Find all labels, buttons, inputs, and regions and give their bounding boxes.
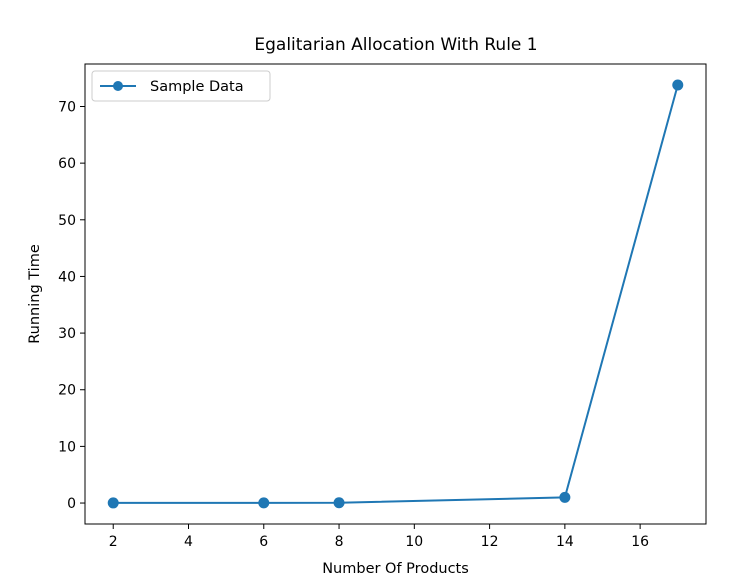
y-tick-label: 50 [58,213,76,229]
x-axis-label: Number Of Products [322,561,469,577]
x-tick-label: 8 [335,534,344,550]
data-point [258,497,270,509]
legend-marker-swatch [113,81,123,91]
axes-frame [84,63,707,525]
chart-title: Egalitarian Allocation With Rule 1 [254,35,537,55]
y-tick-label: 20 [58,383,76,399]
y-axis-label: Running Time [27,244,43,344]
x-tick-label: 16 [631,534,649,550]
y-axis: 0 10 20 30 40 50 60 70 [58,99,85,512]
legend-box [91,70,271,102]
y-tick-label: 40 [58,269,76,285]
x-tick-label: 6 [259,534,268,550]
legend-label: Sample Data [150,79,244,95]
legend: Sample Data [91,70,271,102]
x-tick-label: 12 [481,534,499,550]
y-tick-label: 70 [58,99,76,115]
data-point [672,79,684,91]
x-tick-label: 14 [556,534,574,550]
y-tick-label: 0 [67,496,76,512]
x-tick-label: 4 [184,534,193,550]
data-point [107,497,119,509]
data-point [333,497,345,509]
series-line [113,84,679,504]
y-tick-label: 60 [58,156,76,172]
x-tick-label: 10 [405,534,423,550]
y-tick-label: 10 [58,439,76,455]
data-point [559,491,571,503]
x-axis: 2 4 6 8 10 12 14 16 [109,524,649,550]
x-tick-label: 2 [109,534,118,550]
y-tick-label: 30 [58,326,76,342]
plot-area [107,79,684,509]
